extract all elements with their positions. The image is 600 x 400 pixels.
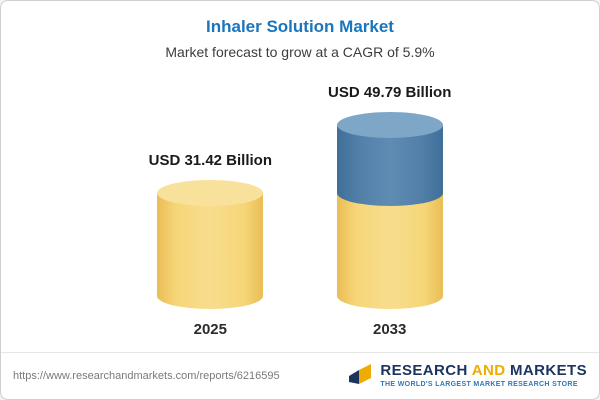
chart-subtitle: Market forecast to grow at a CAGR of 5.9…: [165, 44, 435, 60]
cylinder-yellow-segment-2033: [336, 193, 443, 309]
logo-flag-icon: [347, 362, 373, 391]
chart-title: Inhaler Solution Market: [206, 17, 394, 36]
research-and-markets-logo: RESEARCH AND MARKETS THE WORLD'S LARGEST…: [347, 362, 587, 391]
logo-word-research: RESEARCH: [380, 361, 468, 379]
logo-word-markets: MARKETS: [510, 361, 587, 379]
value-label-2025: USD 31.42 Billion: [148, 152, 272, 169]
footer: https://www.researchandmarkets.com/repor…: [1, 352, 599, 399]
bar-chart: USD 31.42 Billion 2025 USD 49.79 Billion…: [1, 60, 599, 352]
cylinder-top-2033: [336, 112, 443, 138]
cylinder-body-2025: [157, 193, 264, 309]
cylinder-top-2025: [157, 180, 264, 206]
category-label-2033: 2033: [373, 321, 407, 338]
chart-header: Inhaler Solution Market Market forecast …: [1, 1, 599, 60]
cylinder-blue-segment-2033: [336, 125, 443, 206]
category-label-2025: 2025: [193, 321, 227, 338]
bar-2033-cylinder: [336, 112, 443, 309]
value-label-2033: USD 49.79 Billion: [328, 84, 452, 101]
bar-2025-cylinder: [157, 180, 264, 309]
bar-group-2025: USD 31.42 Billion 2025: [149, 152, 272, 338]
logo-wordmark: RESEARCH AND MARKETS: [380, 361, 587, 380]
report-url: https://www.researchandmarkets.com/repor…: [13, 370, 280, 382]
logo-tagline: THE WORLD'S LARGEST MARKET RESEARCH STOR…: [380, 381, 578, 389]
logo-text: RESEARCH AND MARKETS THE WORLD'S LARGEST…: [380, 361, 587, 389]
logo-word-and: AND: [471, 361, 506, 379]
bar-group-2033: USD 49.79 Billion 2033: [328, 84, 451, 338]
